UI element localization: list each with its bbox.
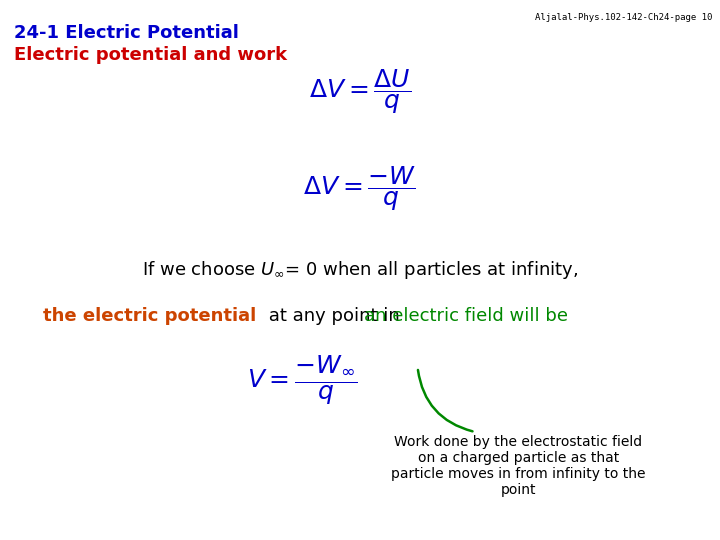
Text: $\Delta V = \dfrac{-W}{q}$: $\Delta V = \dfrac{-W}{q}$ — [303, 165, 417, 213]
Text: an electric field will be: an electric field will be — [364, 307, 567, 325]
Text: 24-1 Electric Potential: 24-1 Electric Potential — [14, 24, 239, 42]
Text: the electric potential: the electric potential — [43, 307, 256, 325]
Text: $\Delta V = \dfrac{\Delta U}{q}$: $\Delta V = \dfrac{\Delta U}{q}$ — [309, 68, 411, 116]
Text: at any point in: at any point in — [263, 307, 405, 325]
Text: Work done by the electrostatic field
on a charged particle as that
particle move: Work done by the electrostatic field on … — [391, 435, 646, 497]
Text: Aljalal-Phys.102-142-Ch24-page 10: Aljalal-Phys.102-142-Ch24-page 10 — [536, 14, 713, 23]
Text: If we choose $U_\infty$= 0 when all particles at infinity,: If we choose $U_\infty$= 0 when all part… — [142, 259, 578, 281]
Text: $V = \dfrac{-W_{\infty}}{q}$: $V = \dfrac{-W_{\infty}}{q}$ — [247, 354, 358, 407]
Text: Electric potential and work: Electric potential and work — [14, 46, 287, 64]
